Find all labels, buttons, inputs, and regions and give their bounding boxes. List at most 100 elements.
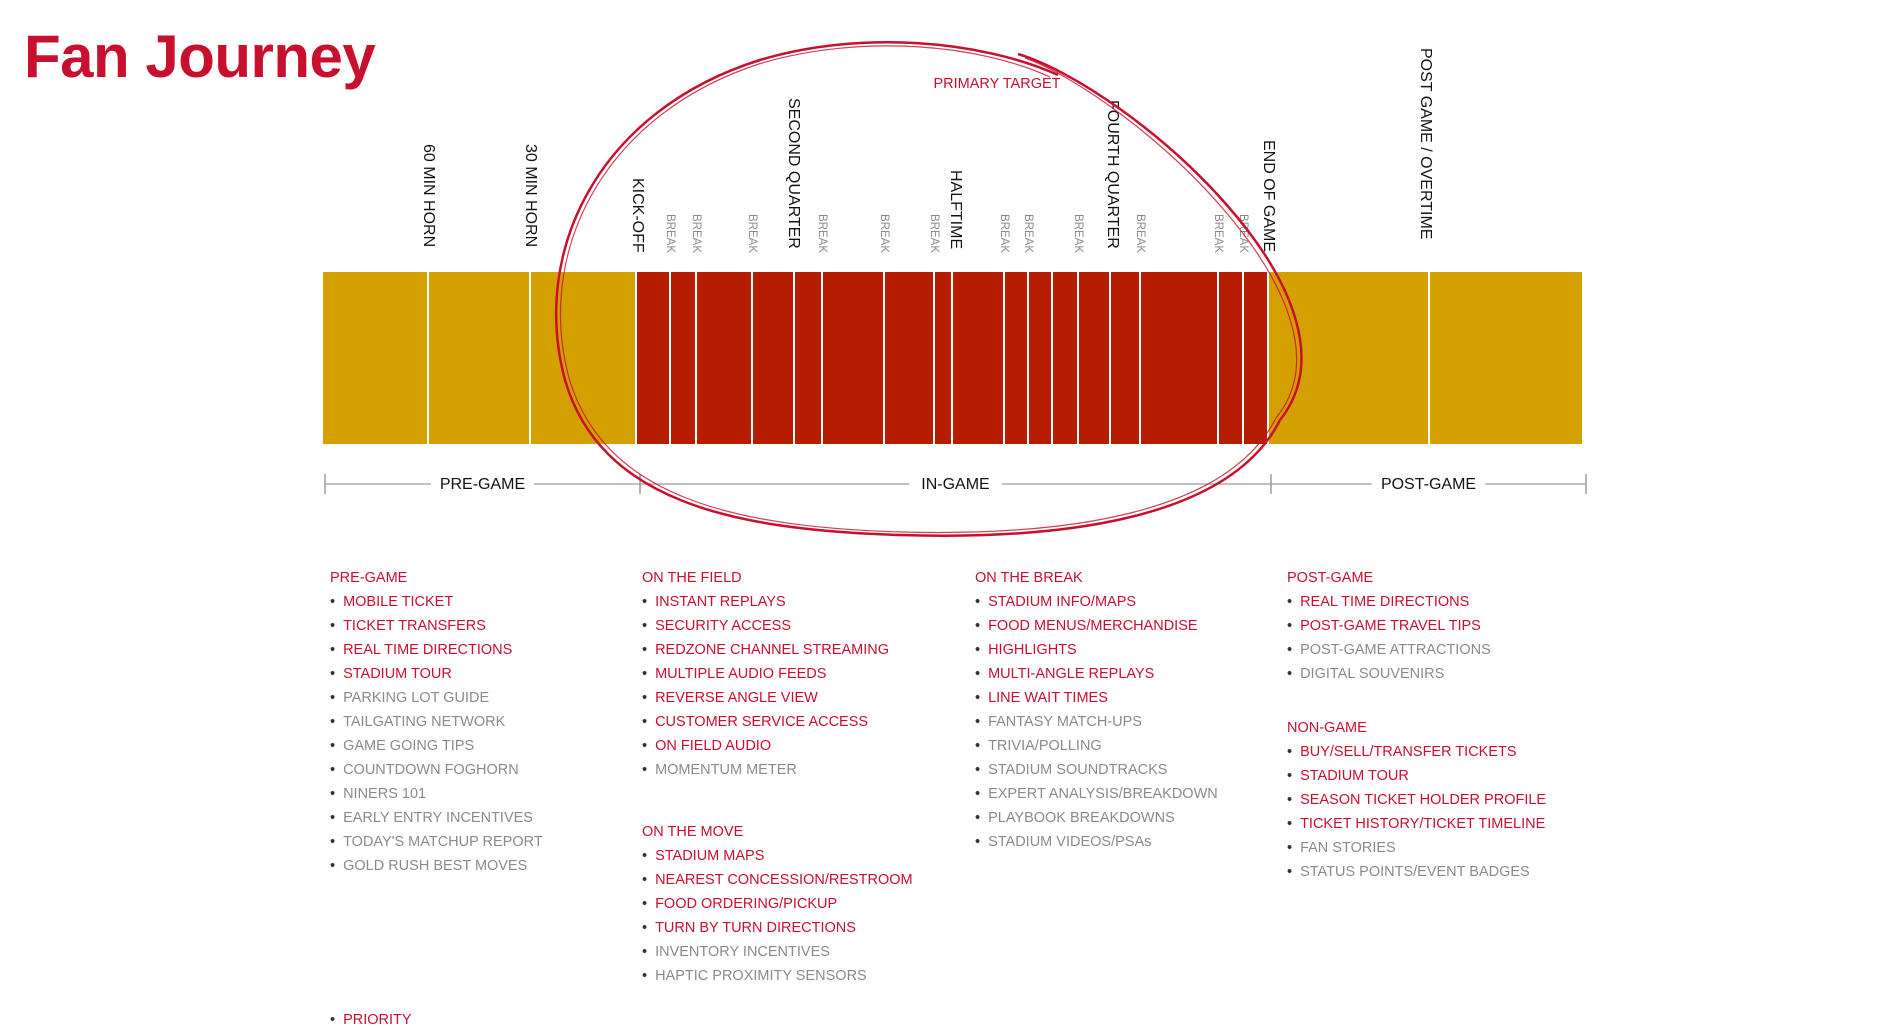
list-item: MOMENTUM METER	[642, 758, 889, 782]
pregame-features: PRE-GAME MOBILE TICKETTICKET TRANSFERSREA…	[330, 566, 543, 878]
phase-label: POST-GAME	[1381, 476, 1476, 493]
feature-list: INSTANT REPLAYSSECURITY ACCESSREDZONE CH…	[642, 590, 889, 782]
event-label: END OF GAME	[1260, 140, 1277, 252]
ellipse-label: PRIMARY TARGET	[933, 76, 1060, 92]
break-label: BREAK	[1022, 214, 1034, 253]
list-heading: ON THE FIELD	[642, 570, 742, 586]
list-item: FOOD MENUS/MERCHANDISE	[975, 614, 1218, 638]
list-item: STADIUM MAPS	[642, 844, 913, 868]
list-item: ON FIELD AUDIO	[642, 734, 889, 758]
event-label: HALFTIME	[947, 170, 964, 249]
break-label: BREAK	[1072, 214, 1084, 253]
break-label: BREAK	[816, 214, 828, 253]
list-item: LINE WAIT TIMES	[975, 686, 1218, 710]
list-item: POST-GAME TRAVEL TIPS	[1287, 614, 1491, 638]
break-label: BREAK	[928, 214, 940, 253]
legend: PRIORITY	[330, 1008, 411, 1032]
list-heading: ON THE MOVE	[642, 824, 744, 840]
event-label: SECOND QUARTER	[785, 98, 802, 249]
timeline-dividers	[427, 272, 1430, 444]
list-heading: POST-GAME	[1287, 570, 1374, 586]
list-item: HIGHLIGHTS	[975, 638, 1218, 662]
list-item: STATUS POINTS/EVENT BADGES	[1287, 860, 1546, 884]
feature-list: BUY/SELL/TRANSFER TICKETSSTADIUM TOURSEA…	[1287, 740, 1546, 884]
nongame-features: NON-GAME BUY/SELL/TRANSFER TICKETSSTADIUM…	[1287, 716, 1546, 884]
list-item: STADIUM TOUR	[330, 662, 543, 686]
break-label: BREAK	[878, 214, 890, 253]
ellipse-stroke-1	[554, 41, 1303, 537]
list-item: POST-GAME ATTRACTIONS	[1287, 638, 1491, 662]
timeline-blocks	[323, 272, 1582, 444]
feature-list: STADIUM MAPSNEAREST CONCESSION/RESTROOMF…	[642, 844, 913, 988]
list-item: EXPERT ANALYSIS/BREAKDOWN	[975, 782, 1218, 806]
list-item: MULTIPLE AUDIO FEEDS	[642, 662, 889, 686]
break-label: BREAK	[746, 214, 758, 253]
phase-brackets: PRE-GAME IN-GAME POST-GAME	[324, 474, 1587, 494]
list-item: MOBILE TICKET	[330, 590, 543, 614]
list-item: SEASON TICKET HOLDER PROFILE	[1287, 788, 1546, 812]
list-item: GOLD RUSH BEST MOVES	[330, 854, 543, 878]
list-item: REAL TIME DIRECTIONS	[330, 638, 543, 662]
list-item: STADIUM TOUR	[1287, 764, 1546, 788]
list-item: REVERSE ANGLE VIEW	[642, 686, 889, 710]
list-item: GAME GOING TIPS	[330, 734, 543, 758]
feature-list: MOBILE TICKETTICKET TRANSFERSREAL TIME D…	[330, 590, 543, 878]
list-item: REAL TIME DIRECTIONS	[1287, 590, 1491, 614]
list-item: SECURITY ACCESS	[642, 614, 889, 638]
list-item: COUNTDOWN FOGHORN	[330, 758, 543, 782]
ellipse-stroke-2	[559, 45, 1298, 534]
break-label: BREAK	[664, 214, 676, 253]
list-heading: NON-GAME	[1287, 720, 1367, 736]
list-item: PLAYBOOK BREAKDOWNS	[975, 806, 1218, 830]
list-item: FOOD ORDERING/PICKUP	[642, 892, 913, 916]
list-item: TICKET TRANSFERS	[330, 614, 543, 638]
list-item: TAILGATING NETWORK	[330, 710, 543, 734]
event-label: FOURTH QUARTER	[1104, 100, 1121, 249]
list-item: TODAY'S MATCHUP REPORT	[330, 830, 543, 854]
list-item: STADIUM INFO/MAPS	[975, 590, 1218, 614]
timeline-labels: 60 MIN HORN 30 MIN HORN KICK-OFF SECOND QUA…	[420, 48, 1434, 253]
event-label: 30 MIN HORN	[522, 144, 539, 247]
list-item: NEAREST CONCESSION/RESTROOM	[642, 868, 913, 892]
postgame-features: POST-GAME REAL TIME DIRECTIONSPOST-GAME T…	[1287, 566, 1491, 686]
legend-priority: PRIORITY	[330, 1008, 411, 1032]
list-item: FAN STORIES	[1287, 836, 1546, 860]
list-item: INSTANT REPLAYS	[642, 590, 889, 614]
list-heading: ON THE BREAK	[975, 570, 1083, 586]
list-item: BUY/SELL/TRANSFER TICKETS	[1287, 740, 1546, 764]
on-the-break-features: ON THE BREAK STADIUM INFO/MAPSFOOD MENUS/…	[975, 566, 1218, 854]
list-item: TICKET HISTORY/TICKET TIMELINE	[1287, 812, 1546, 836]
primary-target-ellipse: PRIMARY TARGET	[554, 41, 1303, 537]
break-label: BREAK	[1212, 214, 1224, 253]
list-item: EARLY ENTRY INCENTIVES	[330, 806, 543, 830]
list-item: MULTI-ANGLE REPLAYS	[975, 662, 1218, 686]
postgame-block	[1268, 272, 1582, 444]
event-label: 60 MIN HORN	[420, 144, 437, 247]
event-label: KICK-OFF	[629, 178, 646, 253]
list-heading: PRE-GAME	[330, 570, 408, 586]
list-item: STADIUM VIDEOS/PSAs	[975, 830, 1218, 854]
on-the-move-features: ON THE MOVE STADIUM MAPSNEAREST CONCESSIO…	[642, 820, 913, 988]
break-label: BREAK	[1134, 214, 1146, 253]
pregame-block	[323, 272, 636, 444]
list-item: STADIUM SOUNDTRACKS	[975, 758, 1218, 782]
on-the-field-features: ON THE FIELD INSTANT REPLAYSSECURITY ACCE…	[642, 566, 889, 782]
event-label: POST GAME / OVERTIME	[1417, 48, 1434, 239]
list-item: CUSTOMER SERVICE ACCESS	[642, 710, 889, 734]
list-item: HAPTIC PROXIMITY SENSORS	[642, 964, 913, 988]
list-item: REDZONE CHANNEL STREAMING	[642, 638, 889, 662]
list-item: DIGITAL SOUVENIRS	[1287, 662, 1491, 686]
phase-label: IN-GAME	[921, 476, 989, 493]
list-item: TRIVIA/POLLING	[975, 734, 1218, 758]
feature-list: STADIUM INFO/MAPSFOOD MENUS/MERCHANDISEH…	[975, 590, 1218, 854]
feature-list: REAL TIME DIRECTIONSPOST-GAME TRAVEL TIP…	[1287, 590, 1491, 686]
break-label: BREAK	[998, 214, 1010, 253]
page-title: Fan Journey	[24, 23, 376, 90]
list-item: TURN BY TURN DIRECTIONS	[642, 916, 913, 940]
list-item: NINERS 101	[330, 782, 543, 806]
list-item: PARKING LOT GUIDE	[330, 686, 543, 710]
list-item: INVENTORY INCENTIVES	[642, 940, 913, 964]
phase-label: PRE-GAME	[440, 476, 525, 493]
